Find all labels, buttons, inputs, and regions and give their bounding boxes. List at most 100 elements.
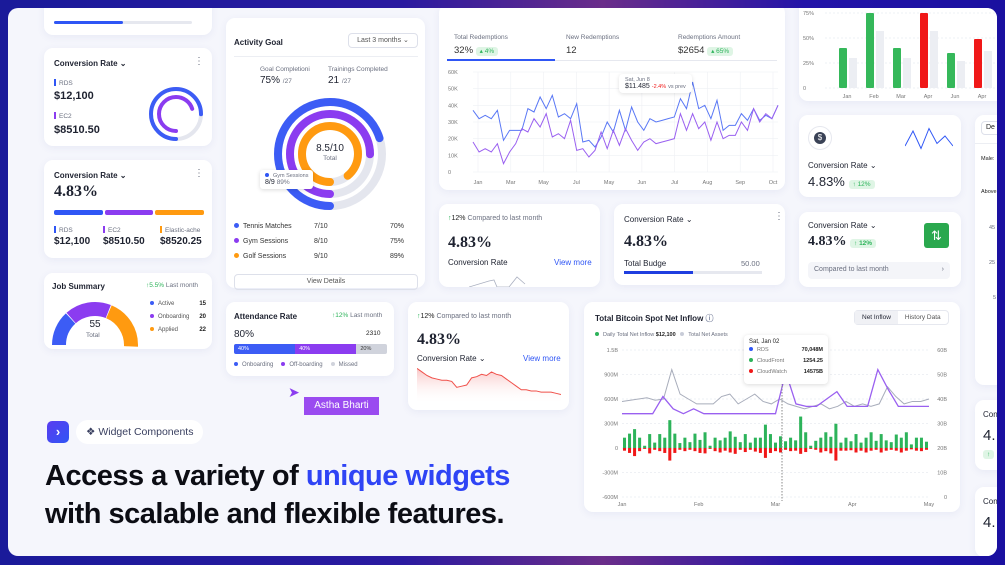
outflow-bar (708, 448, 712, 449)
job-legend: Active 15 Onboarding 20 Applied 22 (150, 301, 206, 340)
bitcoin-inflow-card: Total Bitcoin Spot Net Inflow ⓘ Net Infl… (584, 302, 960, 512)
series-rds (622, 367, 929, 415)
outflow-bar (779, 448, 783, 453)
inflow-bar (648, 434, 652, 448)
more-icon[interactable]: ⋮ (194, 168, 204, 179)
outflow-bar (658, 448, 662, 452)
compare-link[interactable]: Compared to last month › (808, 262, 950, 279)
more-icon[interactable]: ⋮ (194, 56, 204, 67)
split-bar (54, 210, 205, 215)
info-icon[interactable]: ⓘ (705, 314, 714, 323)
outflow-bar (784, 448, 788, 450)
y-right-tick: 20B (937, 446, 947, 452)
compare-bar (930, 31, 938, 88)
bar (893, 48, 901, 88)
card-title: Conversion Rate (448, 258, 508, 267)
conversion-value: 4.83% (624, 233, 668, 250)
inflow-bar (859, 442, 863, 448)
attendance-bar: 40% 40% 20% (234, 344, 387, 354)
bitcoin-inflow-chart: 1.5B 60B 900M 50B 600M 40B 300M 30B 0 20B -300M 10B… (602, 348, 947, 508)
inflow-bar (894, 434, 898, 448)
inflow-bar (628, 433, 632, 448)
rds-marker (54, 79, 56, 86)
redemption-tab[interactable]: Redemptions Amount $2654 ▴ 65% (678, 34, 741, 56)
x-tick-label: Apr (978, 94, 987, 100)
redemption-tab[interactable]: New Redemptions 12 (566, 34, 620, 56)
conversion-value: 4.83% (808, 234, 847, 249)
attendance-segment: 40% (234, 344, 296, 354)
active-tab-indicator (447, 59, 555, 61)
cursor-icon: ➤ (288, 384, 300, 400)
gauge-segment (105, 305, 138, 347)
budget-label: Total Budge (624, 259, 667, 268)
x-tick-label: Feb (869, 94, 878, 100)
rds-value: $12,100 (54, 236, 91, 247)
y-right-tick: 50B (937, 373, 947, 379)
x-tick-label: Jan (843, 94, 852, 100)
outflow-bar (723, 448, 727, 451)
outflow-bar (824, 448, 828, 452)
outflow-bar (688, 448, 692, 450)
attendance-segment: 20% (356, 344, 387, 354)
card-title[interactable]: Conversion Rate ⌄ (624, 215, 693, 224)
y-tick-label: 25% (803, 61, 814, 67)
tooltip-row: RDS 70,048M (749, 347, 823, 358)
redemptions-card: Total Redemptions 32% ▴ 4% New Redemptions… (439, 8, 785, 190)
inflow-bar (914, 437, 918, 448)
trend-area (417, 368, 561, 404)
swap-arrows-icon[interactable]: ⇅ (924, 223, 949, 248)
inflow-bar (688, 442, 692, 448)
inflow-bar (854, 434, 858, 448)
inflow-bar (829, 436, 833, 448)
inflow-bar (673, 433, 677, 448)
outflow-bar (919, 448, 923, 452)
bar (839, 48, 847, 88)
outflow-bar (773, 448, 778, 452)
headline: Access a variety of unique widgets with s… (45, 460, 510, 530)
outflow-bar (758, 448, 762, 453)
y-left-tick: 600M (604, 397, 618, 403)
card-title[interactable]: Conversion Rate ⌄ (808, 221, 877, 230)
tab-history-data[interactable]: History Data (904, 314, 941, 321)
budget-progress (624, 271, 762, 274)
inflow-bar (743, 434, 747, 448)
outflow-bar (738, 448, 742, 450)
inflow-bar (874, 440, 878, 448)
y-tick-label: 60K (448, 70, 458, 76)
sparkline-path (905, 127, 953, 150)
job-total: 55 (89, 319, 101, 330)
tab-net-inflow[interactable]: Net Inflow (855, 311, 898, 324)
y-tick-label: 40K (448, 103, 458, 109)
card-title[interactable]: Conversion Rate ⌄ (417, 354, 486, 363)
outflow-bar (924, 448, 928, 450)
redemption-tab[interactable]: Total Redemptions 32% ▴ 4% (454, 34, 508, 56)
card-title[interactable]: Conversion Rate ⌄ (54, 171, 127, 180)
x-tick-label: May (924, 502, 935, 508)
demographics-dropdown[interactable]: De (981, 121, 997, 135)
inflow-bar (643, 445, 647, 448)
budget-value: 50.00 (741, 259, 760, 268)
view-more-link[interactable]: View more (554, 258, 592, 267)
outflow-bar (864, 448, 868, 453)
series-assets (621, 367, 930, 410)
inflow-bar (879, 434, 883, 448)
inflow-bar (919, 437, 923, 448)
view-more-link[interactable]: View more (523, 354, 561, 363)
y-right-tick: 10B (937, 471, 947, 477)
card-title[interactable]: Conversion Rate ⌄ (808, 161, 877, 170)
view-details-button[interactable]: View Details (234, 274, 418, 290)
outflow-bar (713, 448, 717, 452)
logo-icon: › (47, 421, 69, 443)
inflow-bar (728, 431, 732, 448)
attendance-segment: 40% (295, 344, 357, 354)
activity-ring-0 (274, 98, 386, 210)
outflow-bar (633, 448, 637, 457)
card-title[interactable]: Conversion Rate ⌄ (54, 59, 127, 68)
more-icon[interactable]: ⋮ (774, 211, 784, 222)
y-right-tick: 40B (937, 397, 947, 403)
inflow-bar (723, 437, 727, 448)
inflow-bar (779, 436, 783, 448)
range-dropdown[interactable]: Last 3 months ⌄ (348, 33, 418, 48)
compare-bar (957, 61, 965, 88)
outflow-bar (753, 448, 757, 452)
